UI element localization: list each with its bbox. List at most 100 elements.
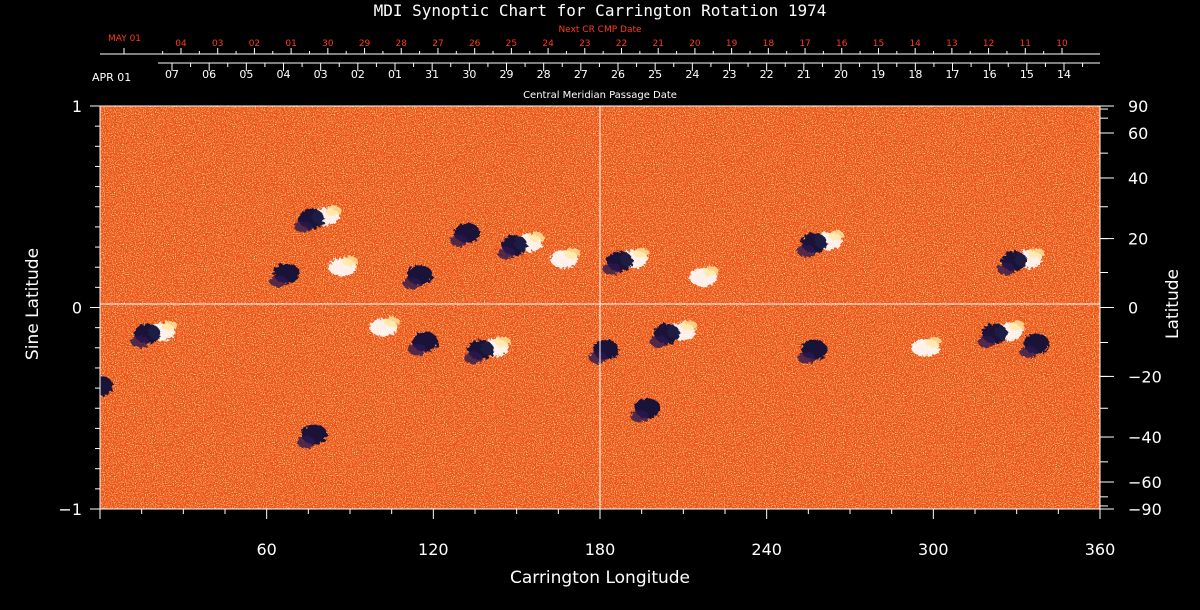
next-cr-axis-label: Next CR CMP Date <box>558 25 642 35</box>
active-region <box>650 320 697 348</box>
x-tick-label: 60 <box>256 540 276 559</box>
active-region <box>402 265 433 290</box>
cmp-date-label: 01 <box>388 68 402 81</box>
active-region <box>797 230 845 258</box>
plage-patch <box>633 248 650 259</box>
x-tick-label: 360 <box>1085 540 1116 559</box>
next-cr-date-label: 30 <box>322 39 334 49</box>
x-tick-label: 120 <box>418 540 449 559</box>
magnetogram-map <box>100 106 1100 509</box>
cmp-date-label: 28 <box>537 68 551 81</box>
negative-fringe-patch <box>602 263 621 276</box>
cmp-start-label: APR 01 <box>92 71 131 84</box>
plage-patch <box>1028 248 1045 259</box>
y-tick-label-right: 60 <box>1128 124 1148 143</box>
active-region <box>269 263 300 288</box>
next-cr-date-label: 03 <box>212 39 223 49</box>
cmp-date-label: 14 <box>1057 68 1071 81</box>
next-cr-date-label: 27 <box>432 39 443 49</box>
plage-patch <box>564 248 581 259</box>
cmp-date-label: 17 <box>946 68 960 81</box>
cmp-date-label: 25 <box>648 68 662 81</box>
active-region <box>497 232 545 260</box>
cmp-date-label: 05 <box>239 68 253 81</box>
negative-fringe-patch <box>402 277 421 290</box>
negative-fringe-patch <box>797 351 816 364</box>
next-cr-date-label: 21 <box>652 39 663 49</box>
negative-fringe-patch <box>650 335 668 348</box>
active-region <box>408 331 439 356</box>
plage-patch <box>681 320 697 331</box>
negative-polarity-patch <box>100 376 114 397</box>
next-cr-date-label: 20 <box>689 39 701 49</box>
next-cr-date-label: 10 <box>1056 39 1068 49</box>
y-tick-label-right: −20 <box>1128 367 1162 386</box>
cmp-date-label: 22 <box>760 68 774 81</box>
cmp-date-label: 21 <box>797 68 811 81</box>
next-cr-date-label: 14 <box>909 39 921 49</box>
plage-patch <box>161 320 178 331</box>
plage-patch <box>383 316 400 327</box>
y-tick-label-right: −40 <box>1128 428 1162 447</box>
next-cr-date-label: 28 <box>396 39 408 49</box>
right-latitude-axis: 90 60 40 20 0 −20 −40 −60 −90 <box>1100 97 1162 519</box>
negative-fringe-patch <box>294 220 313 233</box>
active-region <box>588 339 619 364</box>
next-cr-date-label: 04 <box>175 39 187 49</box>
cmp-date-label: 30 <box>462 68 476 81</box>
next-cr-date-label: 18 <box>763 39 775 49</box>
next-cr-date-label: 24 <box>542 39 554 49</box>
active-regions <box>100 205 1050 449</box>
next-cr-date-axis: 04 03 02 01 30 29 28 27 26 25 24 23 22 21 20 19 18 17 16 15… <box>100 39 1100 55</box>
cmp-date-label: 16 <box>983 68 997 81</box>
next-cr-date-label: 17 <box>799 39 810 49</box>
cmp-date-label: 03 <box>314 68 328 81</box>
next-cr-date-label: 23 <box>579 39 590 49</box>
cmp-date-axis: 07 06 05 04 03 02 01 31 30 29 28 27 26 25 24 23 22 21 20 19… <box>158 62 1100 81</box>
cmp-date-label: 07 <box>165 68 179 81</box>
negative-fringe-patch <box>463 351 482 364</box>
negative-fringe-patch <box>450 234 468 247</box>
active-region <box>450 222 480 247</box>
negative-fringe-patch <box>497 247 516 260</box>
next-cr-date-label: 26 <box>469 39 481 49</box>
next-cr-date-label: 25 <box>506 39 517 49</box>
cmp-date-label: 06 <box>202 68 216 81</box>
y-tick-label-right: −90 <box>1128 500 1162 519</box>
negative-fringe-patch <box>588 351 607 364</box>
active-region <box>630 398 661 423</box>
y-axis-label-left: Sine Latitude <box>23 248 43 360</box>
plage-patch <box>325 205 342 216</box>
negative-fringe-patch <box>130 335 149 348</box>
negative-fringe-patch <box>630 410 649 423</box>
cmp-date-label: 27 <box>574 68 588 81</box>
cmp-axis-label: Central Meridian Passage Date <box>523 90 677 101</box>
active-region <box>911 336 942 357</box>
next-cr-date-label: 01 <box>285 39 296 49</box>
y-tick-label-left: 1 <box>72 97 82 116</box>
cmp-date-label: 19 <box>871 68 885 81</box>
negative-fringe-patch <box>408 343 427 356</box>
negative-fringe-patch <box>269 275 288 288</box>
active-region <box>294 205 342 233</box>
active-region <box>463 336 511 364</box>
y-tick-label-left: −1 <box>58 500 82 519</box>
active-region <box>977 320 1025 348</box>
next-cr-date-label: 02 <box>249 39 260 49</box>
cmp-date-label: 20 <box>834 68 848 81</box>
active-region <box>369 316 400 337</box>
negative-fringe-patch <box>797 245 816 258</box>
y-tick-label-right: −60 <box>1128 473 1162 492</box>
y-axis-label-right: Latitude <box>1163 269 1183 339</box>
next-cr-date-label: 29 <box>359 39 371 49</box>
negative-fringe-patch <box>100 390 102 398</box>
next-cr-date-label: 22 <box>616 39 627 49</box>
cmp-date-label: 15 <box>1020 68 1034 81</box>
active-region <box>1019 333 1050 358</box>
next-cr-date-label: 16 <box>836 39 848 49</box>
next-cr-date-label: 12 <box>983 39 994 49</box>
cmp-date-label: 24 <box>685 68 699 81</box>
active-region <box>297 424 328 449</box>
y-tick-label-right: 0 <box>1128 299 1138 318</box>
active-region <box>130 320 178 348</box>
